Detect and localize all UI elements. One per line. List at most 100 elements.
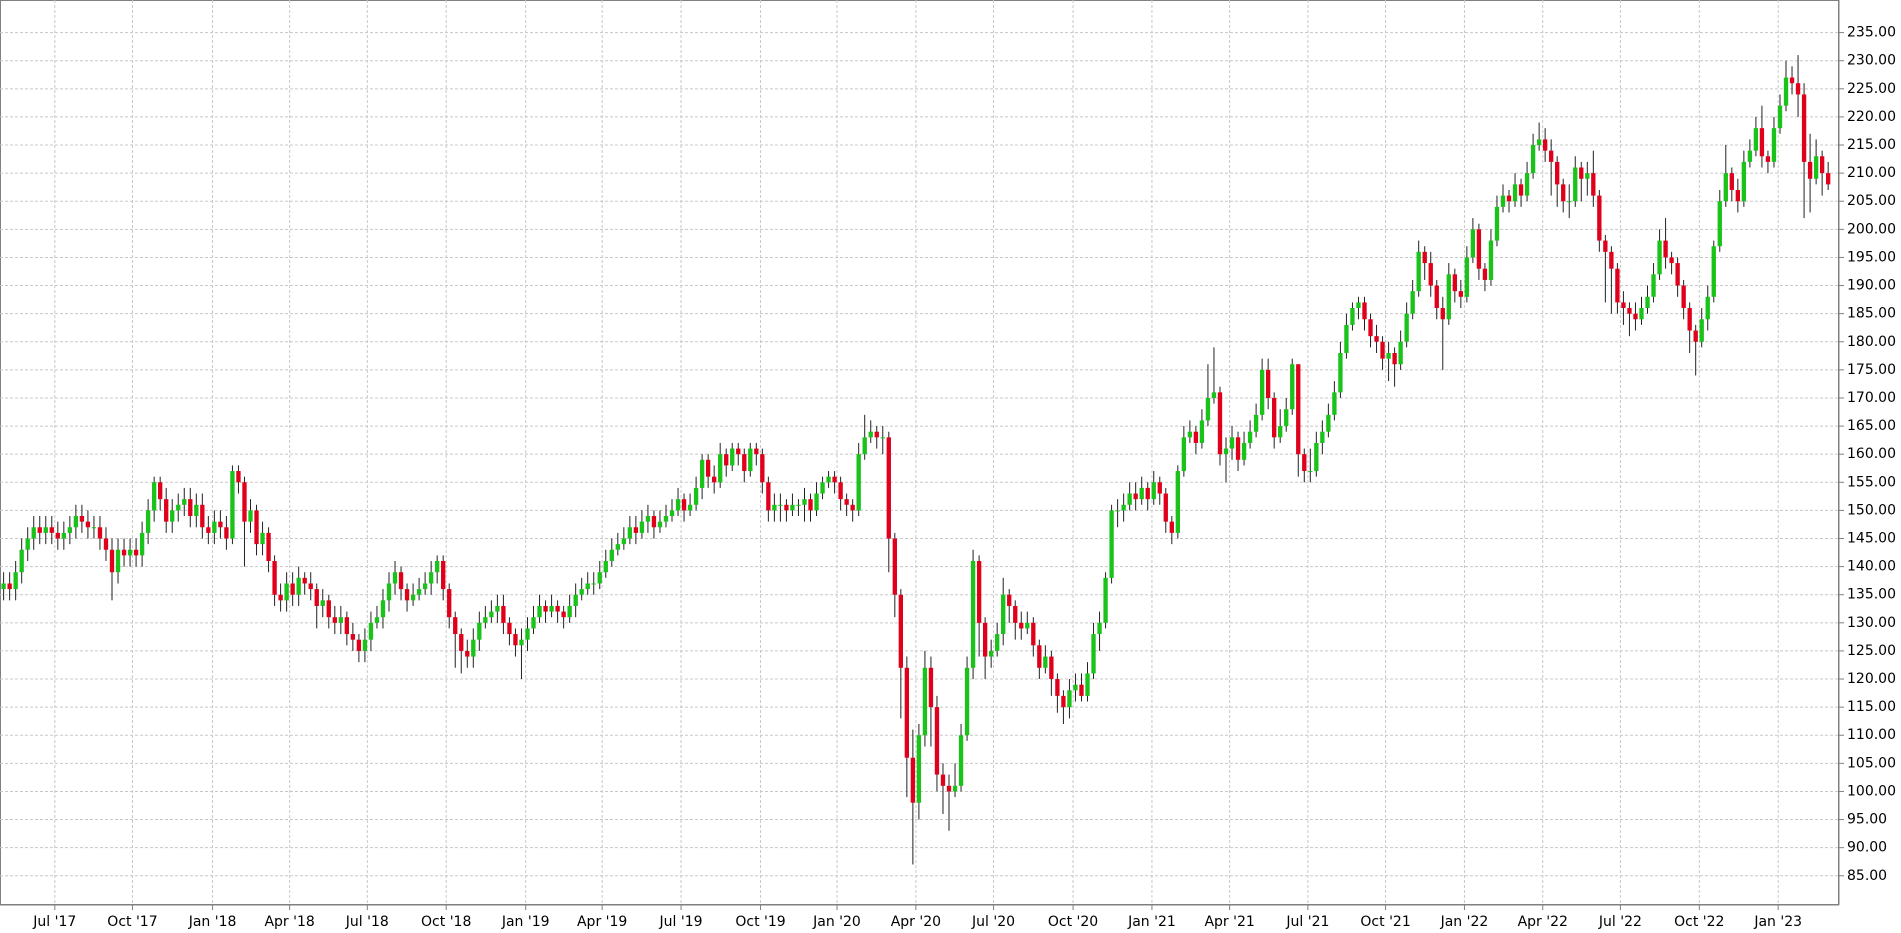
candle-body [1362,302,1367,320]
candle-body [1259,369,1265,415]
y-tick-label: 160.00 [1847,446,1896,462]
y-tick-label: 165.00 [1847,418,1896,434]
y-tick-label: 85.00 [1847,868,1887,884]
x-tick-label: Jul '19 [659,914,703,930]
candle-body [212,521,217,533]
candle-body [790,504,795,511]
candle-body [1091,634,1096,674]
candle-body [651,516,657,528]
candle-body [754,448,759,455]
x-tick-label: Apr '22 [1518,914,1568,930]
candle-body [1741,161,1747,202]
candle-body [579,589,584,595]
y-tick-label: 110.00 [1847,727,1896,743]
candle-body [1241,442,1247,460]
candle-body [1247,431,1253,443]
candle-body [1001,594,1006,635]
candle-body [615,544,620,550]
y-tick-label: 205.00 [1847,193,1896,209]
candle-body [1344,324,1349,354]
candle-body [1013,605,1018,623]
candle-body [1506,195,1512,202]
candle-body [109,549,115,573]
candle-body [1500,195,1506,207]
candle-body [1669,257,1674,264]
candle-body [158,482,163,500]
candle-body [886,437,891,539]
candle-body [447,589,452,618]
candle-body [1187,431,1193,438]
y-tick-label: 150.00 [1847,502,1896,518]
candle-body [597,572,602,584]
candle-body [1440,308,1445,320]
candle-body [224,527,229,539]
candle-body [892,538,897,595]
candle-body [43,527,48,533]
candle-body [916,735,922,803]
x-tick-label: Oct '21 [1360,914,1410,930]
candle-body [1368,319,1373,337]
candle-body [1229,437,1235,449]
candle-body [970,560,976,668]
candle-body [1801,94,1807,162]
candle-body [392,572,398,584]
candle-body [1663,240,1668,258]
candle-body [1585,173,1590,179]
candle-body [1049,656,1054,680]
candle-body [633,527,639,533]
candle-body [1705,296,1710,320]
candle-body [555,605,560,612]
candle-body [37,527,42,533]
candle-body [1747,150,1753,162]
candle-body [1374,336,1379,342]
candle-body [1416,251,1421,292]
candle-body [416,589,422,595]
candle-body [699,459,705,488]
candle-body [332,617,337,623]
x-tick-label: Apr '21 [1204,914,1254,930]
candle-body [705,459,711,477]
candle-body [687,504,693,511]
candle-body [718,454,723,483]
candle-body [1067,690,1072,708]
candle-body [1693,330,1698,342]
candle-body [19,549,24,573]
candle-body [200,504,205,528]
candle-body [501,605,506,623]
candle-body [13,572,18,590]
candle-body [1019,622,1024,629]
candle-body [844,499,849,505]
candle-body [1079,684,1084,696]
candle-body [928,667,934,708]
candle-body [549,605,554,612]
candle-body [1434,285,1439,309]
candle-body [1735,189,1741,202]
candle-body [1452,274,1457,292]
candle-body [964,667,970,736]
candle-body [1723,173,1728,202]
candle-body [1181,437,1187,472]
candle-body [1392,353,1397,365]
candle-body [428,572,434,584]
candle-body [1819,156,1825,174]
candle-body [1175,471,1180,533]
candle-body [772,504,777,511]
candle-body [766,482,771,511]
candle-body [525,628,530,640]
candle-body [1687,308,1692,331]
candle-body [507,622,512,635]
candle-body [1031,622,1036,646]
candle-body [103,538,109,550]
candle-body [1795,83,1801,95]
candle-body [910,757,916,803]
candle-body [880,437,885,439]
candle-body [127,549,133,556]
y-tick-label: 235.00 [1847,25,1896,41]
candle-body [1151,482,1156,500]
candle-body [1097,622,1102,635]
candle-body [1145,487,1150,500]
candle-body [814,493,819,511]
candle-body [1127,493,1132,505]
candle-body [1699,319,1704,342]
